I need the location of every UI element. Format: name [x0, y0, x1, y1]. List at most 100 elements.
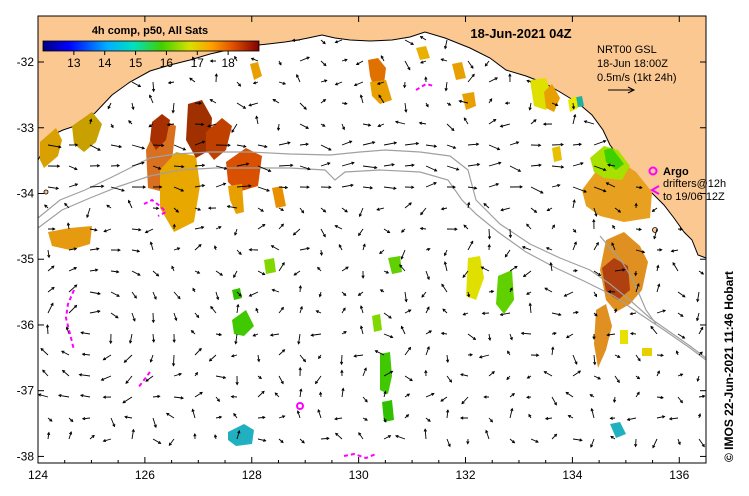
current-arrow	[215, 332, 223, 337]
current-arrow	[698, 394, 706, 398]
current-arrow	[320, 39, 326, 45]
current-arrow	[341, 140, 353, 146]
current-arrow	[656, 353, 664, 357]
current-arrow	[571, 102, 576, 110]
current-arrow	[338, 244, 343, 251]
current-arrow	[383, 270, 390, 274]
current-arrow	[236, 184, 252, 188]
current-arrow	[102, 354, 112, 361]
current-arrow	[361, 270, 365, 279]
current-arrow	[404, 393, 411, 398]
sst-patch	[388, 256, 402, 274]
current-arrow	[656, 283, 661, 293]
sst-patch	[232, 288, 242, 300]
current-arrow	[572, 162, 584, 167]
current-arrow	[122, 396, 133, 404]
current-arrow	[110, 291, 120, 297]
sst-patch	[232, 310, 254, 336]
current-arrow	[467, 73, 475, 83]
current-arrow	[488, 333, 492, 341]
current-arrow	[404, 346, 412, 356]
current-arrow	[233, 270, 238, 279]
x-tick-label: 124	[28, 468, 48, 482]
current-arrow	[446, 409, 450, 419]
current-arrow	[194, 244, 202, 251]
current-arrow	[467, 201, 471, 209]
current-arrow	[278, 141, 291, 146]
current-arrow	[278, 438, 284, 444]
current-arrow	[508, 73, 512, 83]
current-arrow	[173, 247, 181, 251]
current-arrow	[320, 99, 327, 104]
current-arrow	[278, 349, 286, 356]
current-arrow	[401, 228, 406, 233]
current-arrow	[656, 264, 660, 272]
track-line	[599, 235, 657, 325]
current-arrow	[488, 182, 500, 188]
sst-patch	[582, 160, 652, 222]
current-arrow	[698, 438, 705, 448]
current-arrow	[359, 325, 364, 335]
current-arrow	[299, 102, 307, 110]
current-arrow	[334, 225, 343, 230]
current-arrow	[131, 228, 142, 232]
current-arrow	[425, 144, 438, 148]
current-arrow	[68, 417, 74, 423]
current-arrow	[320, 60, 327, 67]
colorbar-tick-label: 15	[129, 56, 143, 70]
current-arrow	[488, 161, 502, 167]
current-arrow	[481, 311, 490, 315]
current-arrow	[446, 375, 453, 383]
current-arrow	[425, 102, 429, 108]
current-arrow	[299, 56, 310, 62]
current-arrow	[194, 371, 199, 377]
current-arrow	[131, 249, 141, 253]
current-arrow	[572, 186, 587, 193]
current-arrow	[480, 266, 490, 272]
current-arrow	[57, 394, 70, 398]
current-arrow	[528, 413, 532, 419]
sst-patch	[372, 314, 382, 332]
current-arrow	[362, 396, 368, 403]
current-arrow	[593, 186, 607, 193]
current-arrow	[572, 370, 582, 377]
current-arrow	[612, 224, 616, 230]
current-arrow	[334, 39, 343, 44]
current-arrow	[440, 396, 448, 402]
current-arrow	[607, 290, 616, 294]
current-arrow	[257, 186, 270, 192]
current-arrow	[404, 141, 420, 146]
current-arrow	[672, 262, 679, 272]
current-arrow	[530, 163, 542, 167]
sst-patch	[186, 100, 212, 158]
current-arrow	[425, 330, 433, 335]
current-arrow	[234, 55, 238, 62]
current-arrow	[551, 346, 555, 356]
current-arrow	[165, 412, 175, 419]
current-arrow	[131, 161, 145, 167]
current-arrow	[383, 186, 397, 190]
current-arrow	[509, 265, 518, 272]
y-axis: -32 -33 -34 -35 -36 -37 -38	[17, 55, 706, 463]
current-arrow	[334, 432, 343, 440]
current-arrow	[446, 102, 452, 106]
current-arrow	[102, 438, 112, 443]
current-arrow	[551, 312, 562, 317]
current-arrow	[614, 268, 626, 272]
sst-patch	[72, 112, 102, 152]
current-arrow	[572, 354, 578, 365]
current-arrow	[257, 438, 267, 442]
current-arrow	[549, 261, 553, 272]
model-name: NRT00 GSL	[597, 44, 657, 56]
current-arrow	[656, 395, 664, 400]
current-arrow	[478, 354, 490, 359]
current-arrow	[173, 144, 187, 151]
current-arrow	[310, 333, 322, 337]
current-arrow	[296, 410, 301, 419]
current-arrow	[467, 353, 474, 357]
current-arrow	[341, 183, 354, 188]
current-arrow	[79, 394, 91, 398]
current-arrow	[522, 270, 532, 278]
current-arrow	[483, 395, 490, 399]
current-arrow	[359, 305, 364, 314]
